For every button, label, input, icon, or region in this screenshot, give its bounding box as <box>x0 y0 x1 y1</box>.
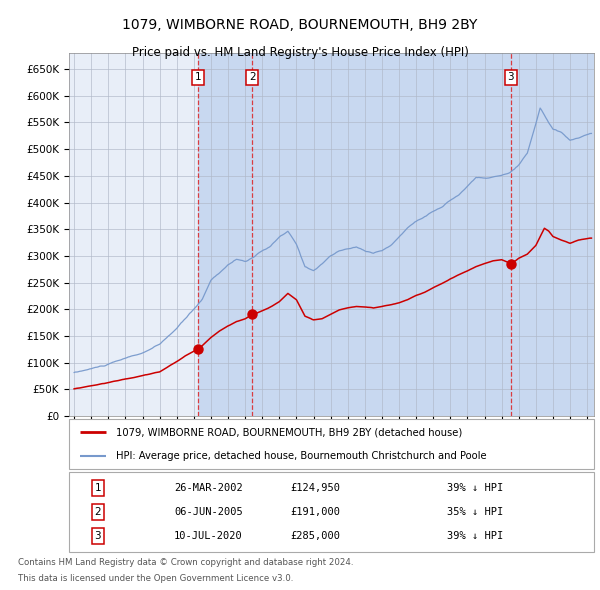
Text: HPI: Average price, detached house, Bournemouth Christchurch and Poole: HPI: Average price, detached house, Bour… <box>116 451 487 461</box>
Text: 3: 3 <box>508 72 514 82</box>
FancyBboxPatch shape <box>69 472 594 552</box>
Text: £191,000: £191,000 <box>291 507 341 517</box>
FancyBboxPatch shape <box>69 419 594 469</box>
Text: 2: 2 <box>95 507 101 517</box>
Text: 1: 1 <box>194 72 201 82</box>
Text: £285,000: £285,000 <box>291 531 341 540</box>
Bar <box>198 53 253 416</box>
Text: 3: 3 <box>95 531 101 540</box>
Text: Contains HM Land Registry data © Crown copyright and database right 2024.: Contains HM Land Registry data © Crown c… <box>18 558 353 567</box>
Text: 26-MAR-2002: 26-MAR-2002 <box>174 483 243 493</box>
Text: Price paid vs. HM Land Registry's House Price Index (HPI): Price paid vs. HM Land Registry's House … <box>131 46 469 59</box>
Text: 35% ↓ HPI: 35% ↓ HPI <box>447 507 503 517</box>
Text: £124,950: £124,950 <box>291 483 341 493</box>
Text: 10-JUL-2020: 10-JUL-2020 <box>174 531 243 540</box>
Bar <box>253 53 511 416</box>
Text: 39% ↓ HPI: 39% ↓ HPI <box>447 483 503 493</box>
Bar <box>511 53 594 416</box>
Text: 1: 1 <box>95 483 101 493</box>
Text: 1079, WIMBORNE ROAD, BOURNEMOUTH, BH9 2BY (detached house): 1079, WIMBORNE ROAD, BOURNEMOUTH, BH9 2B… <box>116 427 463 437</box>
Text: 2: 2 <box>249 72 256 82</box>
Text: 06-JUN-2005: 06-JUN-2005 <box>174 507 243 517</box>
Text: 39% ↓ HPI: 39% ↓ HPI <box>447 531 503 540</box>
Text: 1079, WIMBORNE ROAD, BOURNEMOUTH, BH9 2BY: 1079, WIMBORNE ROAD, BOURNEMOUTH, BH9 2B… <box>122 18 478 32</box>
Text: This data is licensed under the Open Government Licence v3.0.: This data is licensed under the Open Gov… <box>18 574 293 583</box>
